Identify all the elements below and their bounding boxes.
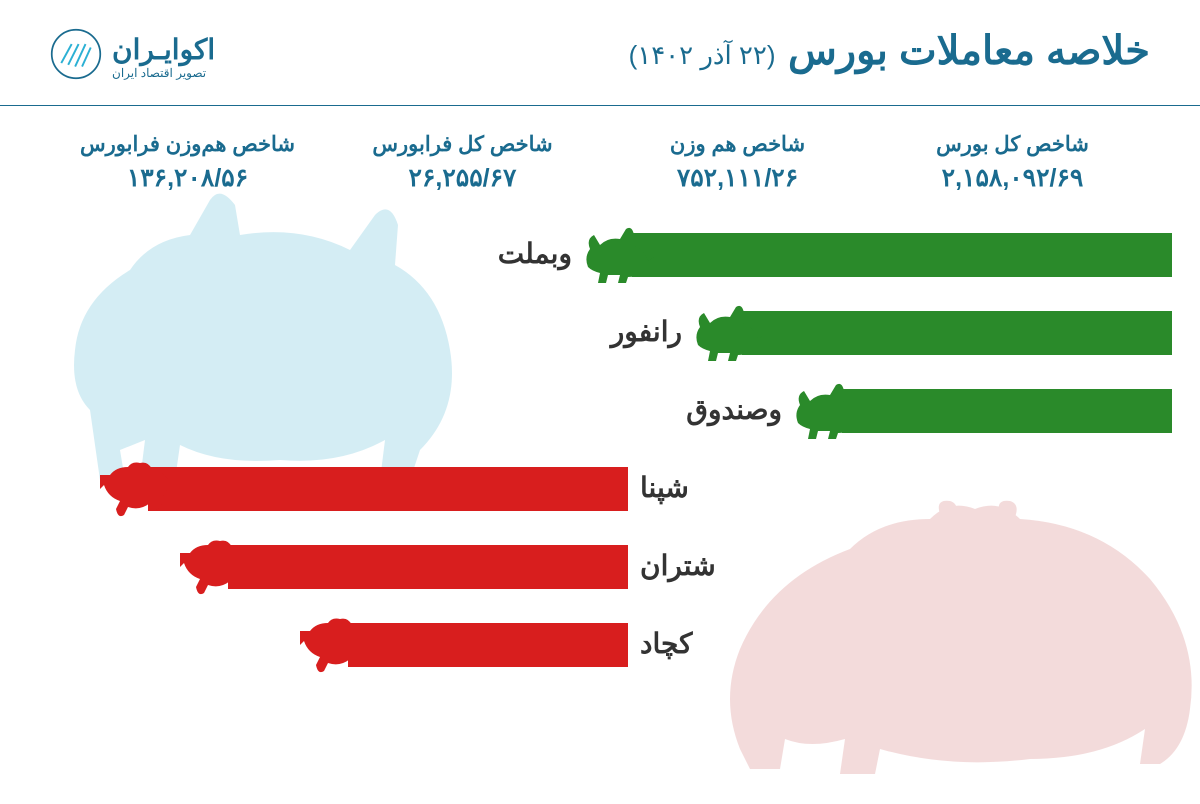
- positive-bar: وصندوق: [842, 389, 1172, 433]
- negative-bar: شتران: [228, 545, 628, 589]
- bear-icon: [300, 617, 370, 678]
- index-value: ۷۵۲,۱۱۱/۲۶: [600, 163, 875, 193]
- logo-text: اکوایـران تصویر اقتصاد ایران: [112, 33, 215, 80]
- positive-bar: وبملت: [632, 233, 1172, 277]
- report-date: (۲۲ آذر ۱۴۰۲): [629, 40, 776, 70]
- logo-tagline: تصویر اقتصاد ایران: [112, 66, 215, 80]
- bar-label: وبملت: [498, 237, 572, 270]
- index-label: شاخص کل بورس: [875, 132, 1150, 157]
- index-equal-weight-farabourse: شاخص هم‌وزن فرابورس ۱۳۶,۲۰۸/۵۶: [50, 132, 325, 193]
- index-value: ۱۳۶,۲۰۸/۵۶: [50, 163, 325, 193]
- logo-icon: [50, 28, 102, 85]
- bear-icon: [180, 539, 250, 600]
- index-label: شاخص کل فرابورس: [325, 132, 600, 157]
- index-total-bourse: شاخص کل بورس ۲,۱۵۸,۰۹۲/۶۹: [875, 132, 1150, 193]
- page-root: خلاصه معاملات بورس (۲۲ آذر ۱۴۰۲) اکوایـر…: [0, 0, 1200, 769]
- positive-bar: رانفور: [742, 311, 1172, 355]
- bear-icon: [100, 461, 170, 522]
- index-label: شاخص هم وزن: [600, 132, 875, 157]
- negative-bar: شپنا: [148, 467, 628, 511]
- bar-label: کچاد: [640, 627, 692, 660]
- logo-name: اکوایـران: [112, 33, 215, 66]
- bull-icon: [794, 383, 864, 444]
- index-equal-weight: شاخص هم وزن ۷۵۲,۱۱۱/۲۶: [600, 132, 875, 193]
- bar-label: شتران: [640, 549, 716, 582]
- bar-label: شپنا: [640, 471, 689, 504]
- title-block: خلاصه معاملات بورس (۲۲ آذر ۱۴۰۲): [629, 28, 1150, 74]
- index-label: شاخص هم‌وزن فرابورس: [50, 132, 325, 157]
- bull-icon: [584, 227, 654, 288]
- index-value: ۲,۱۵۸,۰۹۲/۶۹: [875, 163, 1150, 193]
- diverging-bar-chart: وبملت رانفور وصندوق شپنا شتران کچاد: [0, 223, 1200, 723]
- bar-label: رانفور: [611, 315, 682, 348]
- negative-bar: کچاد: [348, 623, 628, 667]
- page-title: خلاصه معاملات بورس: [788, 29, 1150, 73]
- indices-row: شاخص کل بورس ۲,۱۵۸,۰۹۲/۶۹ شاخص هم وزن ۷۵…: [0, 106, 1200, 203]
- brand-logo: اکوایـران تصویر اقتصاد ایران: [50, 28, 215, 85]
- bull-icon: [694, 305, 764, 366]
- index-total-farabourse: شاخص کل فرابورس ۲۶,۲۵۵/۶۷: [325, 132, 600, 193]
- header: خلاصه معاملات بورس (۲۲ آذر ۱۴۰۲) اکوایـر…: [0, 0, 1200, 106]
- index-value: ۲۶,۲۵۵/۶۷: [325, 163, 600, 193]
- bar-label: وصندوق: [686, 393, 782, 426]
